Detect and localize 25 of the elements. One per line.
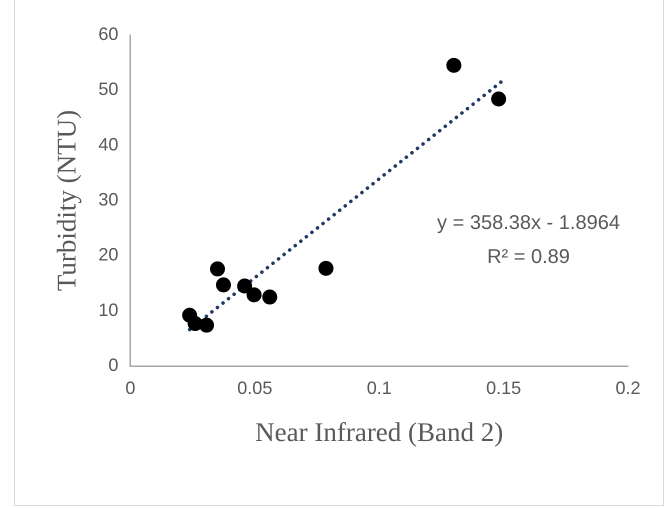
- point: [318, 260, 334, 276]
- y-tick-label: 20: [98, 244, 118, 265]
- annotation: y = 358.38x - 1.8964: [437, 212, 620, 234]
- annotation: R² = 0.89: [487, 246, 570, 268]
- y-tick-label: 30: [98, 189, 118, 210]
- y-tick-label: 60: [98, 24, 118, 44]
- y-tick-label: 10: [98, 300, 118, 320]
- x-tick-label: 0.2: [615, 378, 641, 398]
- point: [216, 277, 231, 292]
- point: [491, 91, 506, 106]
- point: [262, 290, 278, 305]
- x-axis-title: Near Infrared (Band 2): [255, 416, 504, 447]
- y-axis-title: Turbidity (NTU): [51, 110, 82, 292]
- y-tick-label: 40: [98, 134, 118, 154]
- point: [237, 278, 252, 294]
- point: [210, 261, 225, 276]
- point: [199, 318, 214, 333]
- x-tick-label: 0.05: [237, 378, 272, 398]
- point: [246, 287, 262, 302]
- y-tick-label: 0: [108, 354, 118, 375]
- x-tick-label: 0.1: [366, 378, 392, 398]
- x-tick-label: 0: [125, 378, 136, 398]
- x-tick-label: 0.15: [486, 378, 522, 398]
- y-tick-label: 50: [98, 79, 118, 100]
- point: [446, 58, 462, 73]
